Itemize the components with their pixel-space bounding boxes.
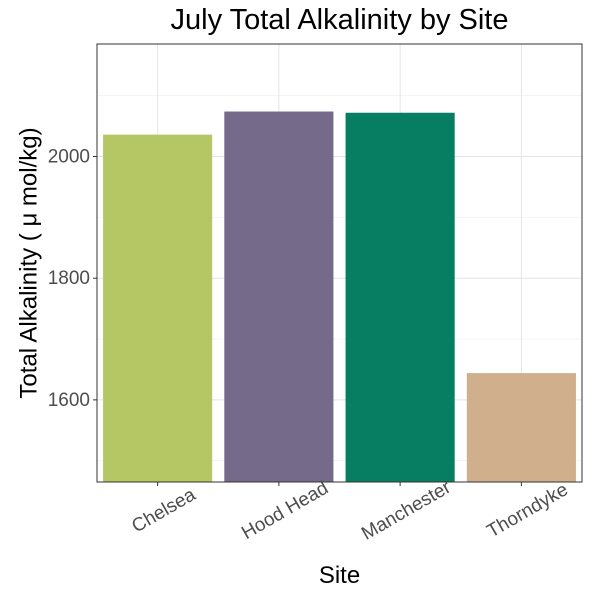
- bars: [103, 111, 576, 483]
- y-tick-label: 2000: [48, 147, 90, 168]
- bar-manchester: [345, 112, 455, 482]
- bar-chelsea: [103, 134, 213, 482]
- chart-title: July Total Alkalinity by Site: [170, 4, 509, 36]
- panel-border: [96, 43, 583, 483]
- y-tick-label: 1800: [48, 268, 90, 289]
- x-tick-label: Manchester: [358, 477, 455, 545]
- x-tick-label: Thorndyke: [483, 479, 571, 542]
- bar-hood-head: [224, 111, 334, 483]
- bar-thorndyke: [466, 373, 576, 482]
- x-axis-label: Site: [318, 562, 361, 589]
- y-tick-label: 1600: [48, 390, 90, 411]
- x-tick-label: Hood Head: [238, 478, 332, 544]
- x-tick-label: Chelsea: [128, 484, 199, 537]
- y-axis-label: Total Alkalinity ( μ mol/kg): [15, 127, 42, 398]
